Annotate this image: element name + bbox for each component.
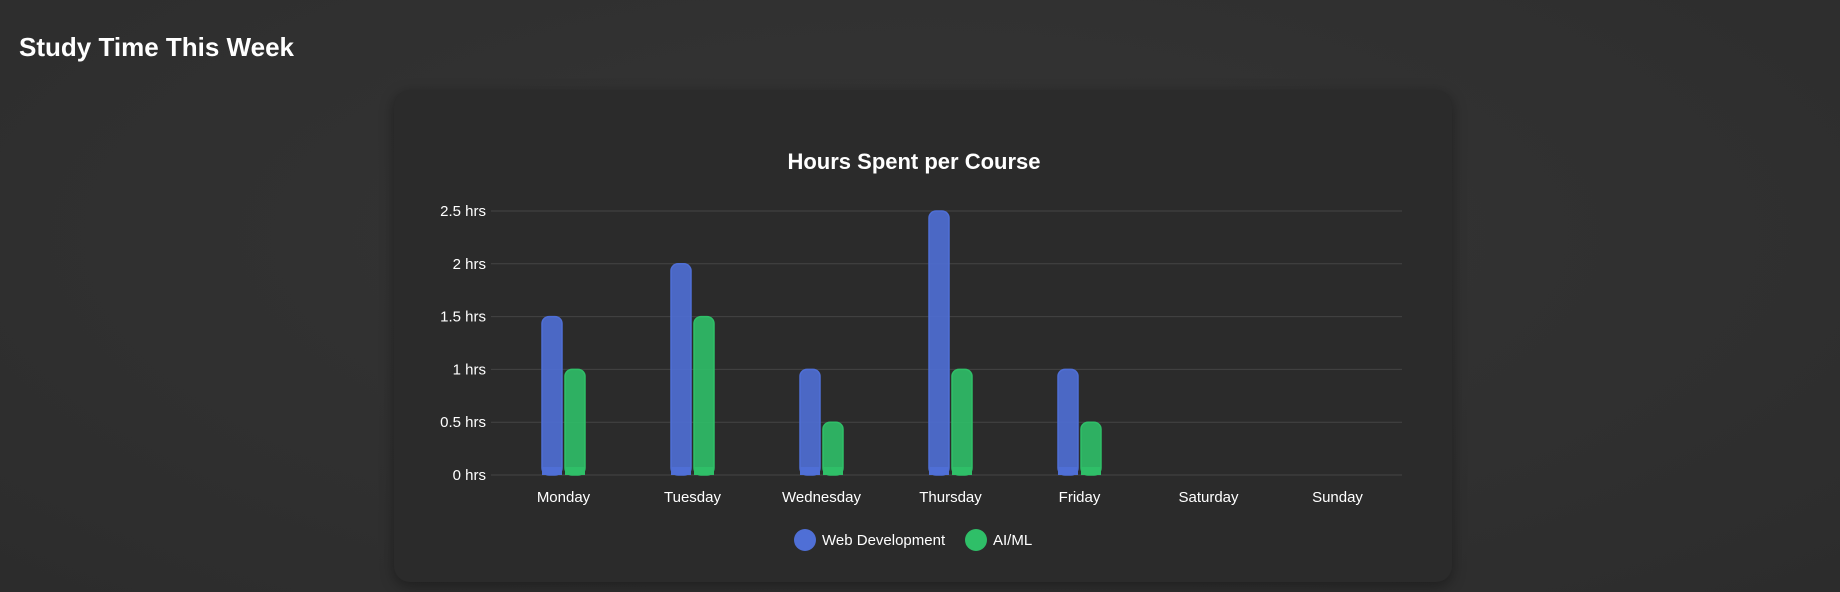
section-title: Study Time This Week [19, 32, 295, 62]
legend-item-ai-ml[interactable]: AI/ML [965, 529, 1032, 551]
y-tick-label: 1.5 hrs [440, 309, 486, 326]
legend-swatch [965, 529, 987, 551]
x-tick-label: Sunday [1312, 489, 1363, 506]
x-tick-label: Friday [1059, 489, 1101, 506]
bar-base [671, 467, 691, 475]
legend-swatch [794, 529, 816, 551]
legend-label: Web Development [822, 532, 946, 549]
legend: Web Development AI/ML [794, 529, 1032, 551]
y-tick-label: 0 hrs [453, 467, 486, 484]
x-tick-label: Thursday [919, 489, 982, 506]
y-tick-label: 2.5 hrs [440, 203, 486, 220]
bar-web-development-wednesday[interactable] [799, 368, 821, 476]
bar-base [542, 467, 562, 475]
bar-chart: Hours Spent per Course 0 hrs 0.5 hrs 1 hrs… [440, 149, 1402, 551]
chart-title: Hours Spent per Course [787, 149, 1040, 174]
bar-base [823, 467, 843, 475]
x-tick-label: Monday [537, 489, 591, 506]
bar-base [565, 467, 585, 475]
legend-label: AI/ML [993, 532, 1032, 549]
bar-base [694, 467, 714, 475]
bar-web-development-tuesday[interactable] [670, 263, 692, 476]
y-axis: 0 hrs 0.5 hrs 1 hrs 1.5 hrs 2 hrs 2.5 hrs [440, 203, 486, 484]
bar-web-development-monday[interactable] [541, 315, 563, 476]
bars [541, 210, 1102, 476]
bar-ai-ml-tuesday[interactable] [693, 315, 715, 476]
bar-web-development-friday[interactable] [1057, 368, 1079, 476]
bar-base [1081, 467, 1101, 475]
bar-base [952, 467, 972, 475]
x-axis: Monday Tuesday Wednesday Thursday Friday Satu… [537, 489, 1364, 506]
x-tick-label: Wednesday [782, 489, 861, 506]
x-tick-label: Saturday [1178, 489, 1239, 506]
y-tick-label: 2 hrs [453, 256, 486, 273]
y-tick-label: 0.5 hrs [440, 414, 486, 431]
bar-base [800, 467, 820, 475]
legend-item-web-development[interactable]: Web Development [794, 529, 946, 551]
bar-ai-ml-monday[interactable] [564, 368, 586, 476]
y-tick-label: 1 hrs [453, 361, 486, 378]
bar-ai-ml-thursday[interactable] [951, 368, 973, 476]
bar-base [1058, 467, 1078, 475]
chart-card: Hours Spent per Course 0 hrs 0.5 hrs 1 hrs… [394, 90, 1452, 582]
x-tick-label: Tuesday [664, 489, 721, 506]
bar-base [929, 467, 949, 475]
bar-web-development-thursday[interactable] [928, 210, 950, 476]
